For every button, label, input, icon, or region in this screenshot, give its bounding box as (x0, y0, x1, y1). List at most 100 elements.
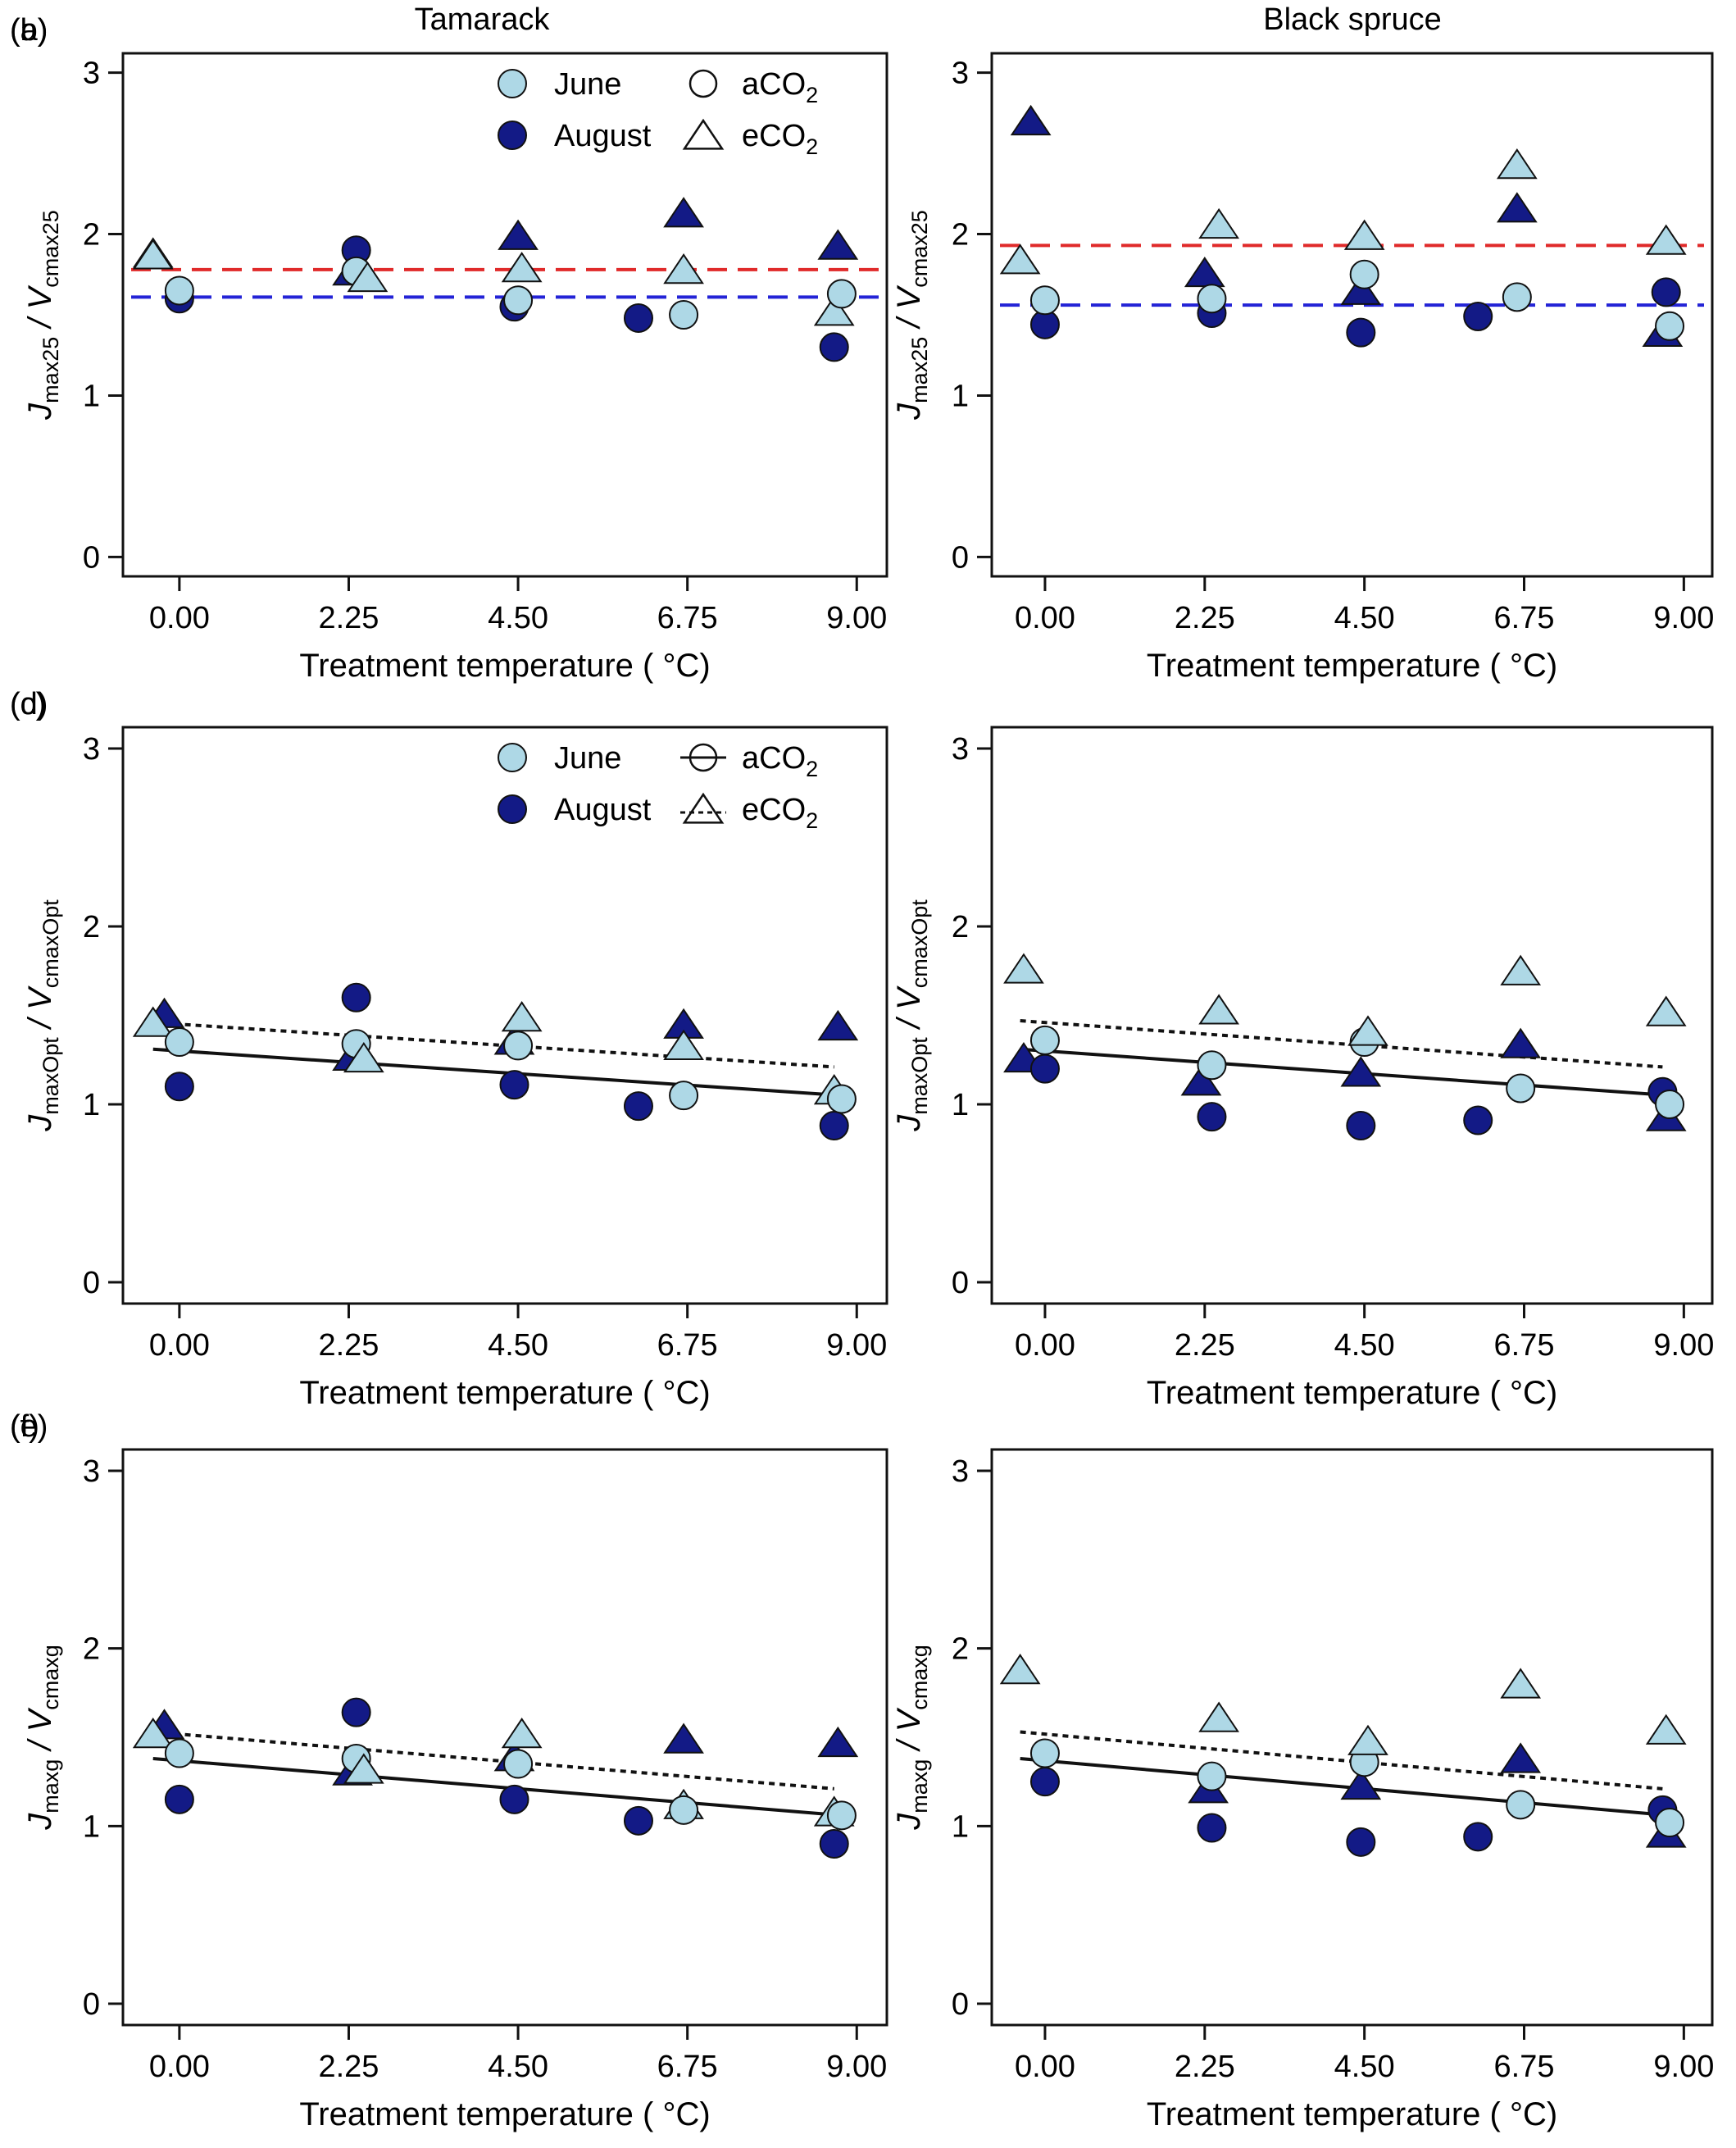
panel-b: (b) 0 1 2 3 0.00 2.25 4.50 6.75 9.00 Treatment tem… (10, 13, 1714, 684)
x-tick-label: 9.00 (1653, 2050, 1714, 2084)
y-tick-label: 2 (83, 218, 100, 253)
y-axis-title: JmaxOpt / VcmaxOpt (22, 899, 63, 1132)
june-eco2-point (1645, 995, 1687, 1026)
august-aco2-point (341, 1697, 371, 1727)
x-tick-label: 0.00 (149, 601, 210, 635)
x-tick-label: 9.00 (826, 601, 887, 635)
legend-june-symbol (498, 743, 527, 772)
august-aco2-point (1029, 1767, 1060, 1797)
x-tick-label: 0.00 (149, 2050, 210, 2084)
june-eco2-point (999, 243, 1041, 275)
legend-eco2-symbol (682, 792, 725, 824)
june-eco2-point (1198, 1701, 1239, 1732)
x-axis-title: Treatment temperature ( °C) (299, 2096, 710, 2132)
june-aco2-point (1655, 1089, 1685, 1119)
august-eco2-point (1010, 104, 1052, 136)
legend-june-symbol (498, 69, 527, 98)
june-aco2-point (1506, 1790, 1536, 1820)
panel-c: (c) 0 1 2 3 0.00 2.25 4.50 6.75 9.00 Treatment tem… (10, 687, 888, 1411)
august-aco2-point (1463, 301, 1493, 331)
august-eco2-point (1340, 1056, 1382, 1087)
june-aco2-point (669, 1081, 699, 1111)
june-eco2-point (999, 1654, 1041, 1685)
x-tick-label: 9.00 (1653, 1328, 1714, 1363)
x-tick-label: 2.25 (1175, 1328, 1235, 1363)
x-tick-label: 4.50 (1334, 1328, 1395, 1363)
column-title-tamarack: Tamarack (415, 2, 551, 37)
eco2-trend-line (1020, 1730, 1663, 1791)
panel-a: (a) 0 1 2 3 0.00 2.25 4.50 6.75 9.00 Treatment tem… (10, 13, 888, 684)
y-tick-label: 3 (952, 57, 969, 91)
june-aco2-point (1029, 1025, 1060, 1055)
june-eco2-point (501, 252, 543, 283)
august-eco2-point (1340, 274, 1382, 305)
august-aco2-point (1463, 1822, 1493, 1852)
legend-august-symbol (498, 794, 527, 824)
legend-august-label: August (554, 793, 652, 827)
august-eco2-point (1340, 1768, 1382, 1800)
august-eco2-point (1184, 256, 1225, 288)
august-aco2-point (499, 1070, 529, 1100)
y-axis-title: JmaxOpt / VcmaxOpt (891, 899, 932, 1132)
june-eco2-point (663, 253, 704, 284)
y-tick-label: 1 (83, 1088, 100, 1122)
x-axis-title: Treatment temperature ( °C) (1147, 1375, 1557, 1411)
june-aco2-point (164, 275, 194, 306)
y-tick-label: 2 (83, 910, 100, 944)
june-aco2-point (1197, 284, 1227, 314)
legend-august-symbol (498, 121, 527, 150)
june-eco2-point (132, 1006, 174, 1037)
x-tick-label: 4.50 (488, 601, 548, 635)
y-tick-label: 1 (952, 1809, 969, 1844)
y-axis-title: Jmaxg / Vcmaxg (22, 1645, 63, 1831)
x-axis-title: Treatment temperature ( °C) (1147, 648, 1557, 684)
x-tick-label: 9.00 (1653, 601, 1714, 635)
august-aco2-point (164, 1784, 194, 1814)
august-eco2-point (817, 229, 859, 260)
august-eco2-point (1500, 1742, 1542, 1773)
x-tick-label: 0.00 (1015, 1328, 1075, 1363)
june-aco2-point (1029, 285, 1060, 316)
june-eco2-point (132, 239, 174, 270)
august-eco2-point (498, 219, 539, 250)
june-eco2-point (663, 1029, 704, 1060)
june-eco2-point (1496, 148, 1538, 180)
june-eco2-point (132, 1718, 174, 1749)
legend-eco2-symbol (682, 118, 725, 150)
june-aco2-point (826, 1800, 857, 1831)
legend-june-label: June (554, 67, 621, 102)
june-aco2-point (164, 1027, 194, 1058)
june-aco2-point (503, 285, 534, 316)
june-aco2-point (164, 1738, 194, 1768)
x-tick-label: 2.25 (1175, 601, 1235, 635)
x-tick-label: 4.50 (1334, 601, 1395, 635)
y-tick-label: 0 (952, 540, 969, 575)
y-tick-label: 1 (952, 1088, 969, 1122)
x-tick-label: 2.25 (318, 1328, 379, 1363)
august-eco2-point (1500, 1027, 1542, 1058)
august-eco2-point (817, 1009, 859, 1041)
legend: June August aCO2 eCO2 (498, 741, 818, 833)
column-title-black-spruce: Black spruce (1263, 2, 1442, 37)
august-aco2-point (1346, 1827, 1376, 1857)
plot-frame (990, 1448, 1714, 2027)
august-aco2-point (819, 1829, 849, 1859)
y-tick-label: 3 (952, 732, 969, 767)
august-aco2-point (164, 1072, 194, 1102)
june-aco2-point (826, 279, 857, 309)
june-eco2-point (1343, 219, 1385, 250)
august-aco2-point (623, 1805, 653, 1836)
june-eco2-point (813, 295, 855, 326)
june-eco2-point (1198, 207, 1239, 239)
june-eco2-point (1198, 994, 1239, 1025)
june-aco2-point (669, 300, 699, 330)
august-eco2-point (817, 1726, 859, 1758)
y-tick-label: 0 (952, 1266, 969, 1300)
june-aco2-point (1029, 1738, 1060, 1768)
aco2-trend-line (1020, 1047, 1670, 1098)
june-eco2-point (347, 261, 389, 293)
august-aco2-point (1651, 277, 1681, 307)
x-axis-title: Treatment temperature ( °C) (1147, 2096, 1557, 2132)
x-tick-label: 0.00 (1015, 601, 1075, 635)
x-tick-label: 2.25 (318, 2050, 379, 2084)
